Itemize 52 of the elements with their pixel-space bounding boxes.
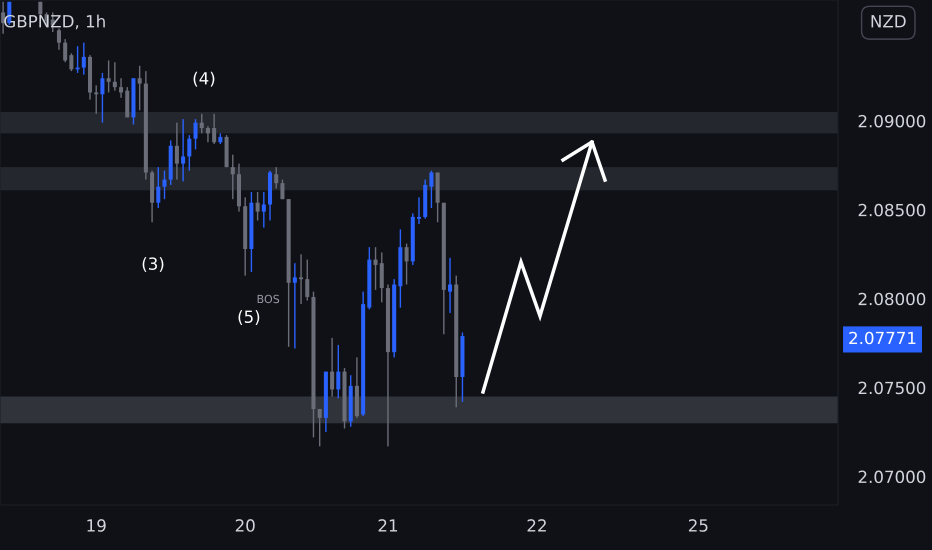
candlestick xyxy=(187,134,192,172)
y-tick-label: 2.07500 xyxy=(858,382,926,394)
candlestick xyxy=(256,191,260,222)
candlestick xyxy=(63,38,68,63)
x-tick-label: 25 xyxy=(688,519,708,532)
candlestick xyxy=(330,337,334,398)
candlestick xyxy=(194,118,198,150)
candlestick xyxy=(156,166,160,209)
candlestick xyxy=(112,62,117,92)
annotation: (3) xyxy=(142,257,164,272)
x-tick-label: 21 xyxy=(378,519,398,532)
candlestick xyxy=(336,344,340,400)
candlestick xyxy=(318,408,322,448)
candlestick xyxy=(292,262,297,350)
candlestick xyxy=(448,257,452,314)
candlestick xyxy=(212,113,216,145)
candlestick xyxy=(138,65,142,111)
y-tick-label: 2.09000 xyxy=(858,114,926,128)
candlestick xyxy=(262,191,266,228)
annotation: BOS xyxy=(258,294,280,304)
candlestick xyxy=(206,126,210,143)
text: GBPNZD, 1h xyxy=(4,14,105,30)
y-tick-label: 2.07000 xyxy=(858,470,926,484)
candlestick xyxy=(76,46,80,74)
candlestick xyxy=(429,170,434,209)
y-tick-label: 2.08500 xyxy=(858,204,926,216)
candlestick xyxy=(162,170,167,200)
candlestick xyxy=(100,72,104,124)
candlestick xyxy=(404,242,409,286)
candlestick xyxy=(119,78,124,98)
candlestick xyxy=(181,118,186,182)
candlestick xyxy=(106,60,111,94)
candlestick xyxy=(374,246,378,291)
candlestick xyxy=(280,178,284,200)
candlestick xyxy=(174,122,179,180)
x-tick-label: 22 xyxy=(528,519,546,532)
candlestick xyxy=(1,1,6,34)
candlestick xyxy=(218,132,222,145)
candlestick xyxy=(230,154,235,200)
candlestick xyxy=(274,166,278,190)
y-tick-label: 2.08000 xyxy=(858,292,926,306)
candlestick xyxy=(69,52,74,72)
x-tick-label: 19 xyxy=(87,519,106,532)
text: NZD xyxy=(872,15,906,28)
candlestick xyxy=(305,258,310,302)
text: 2.07771 xyxy=(849,332,916,344)
annotation: (5) xyxy=(238,310,260,325)
candlestick xyxy=(200,113,204,134)
x-tick-label: 20 xyxy=(236,519,255,532)
candlestick xyxy=(56,28,61,50)
candlestick xyxy=(82,42,86,76)
annotation: (4) xyxy=(194,72,214,87)
